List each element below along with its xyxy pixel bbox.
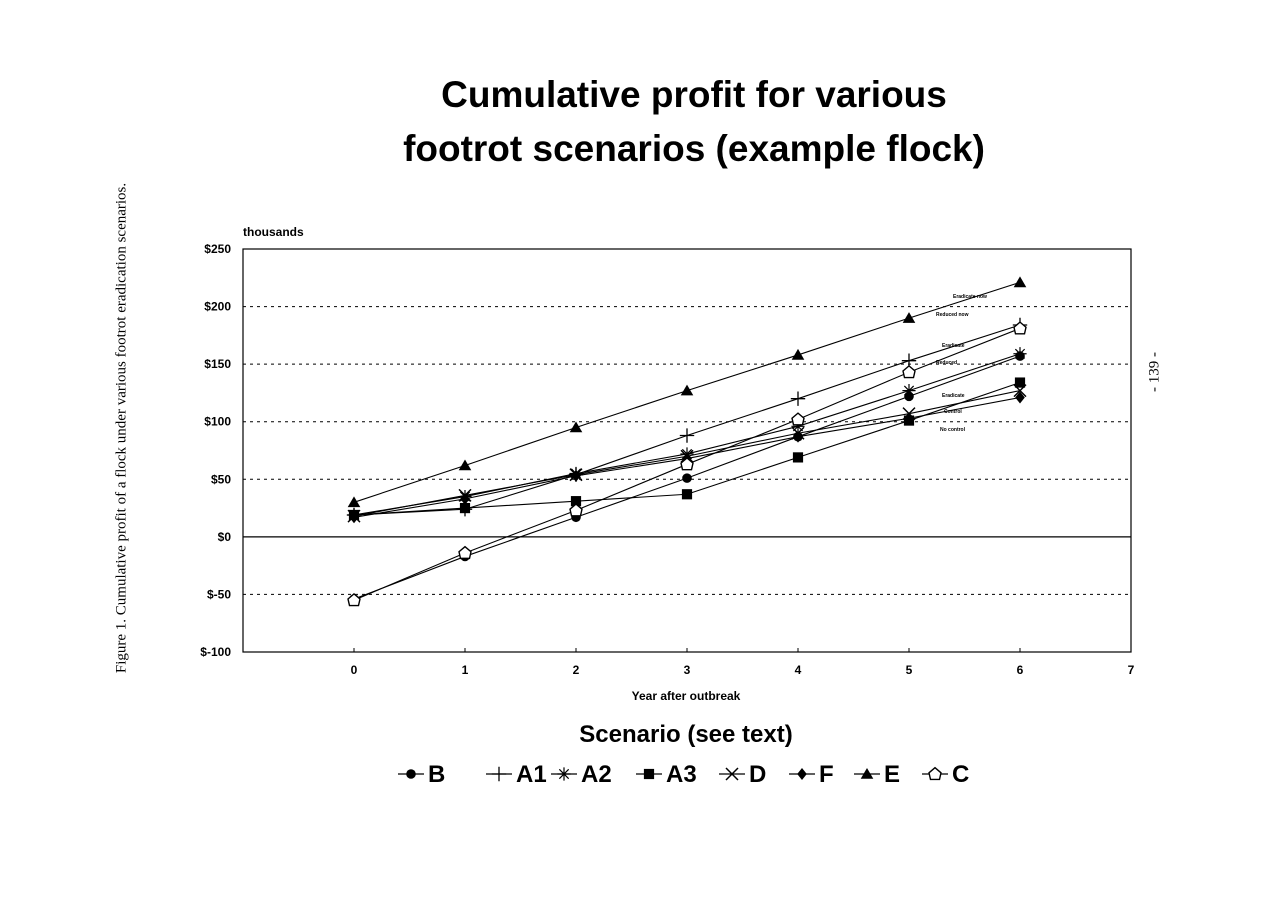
point-E-1 <box>458 459 472 471</box>
x-axis-label: Year after outbreak <box>632 689 741 703</box>
point-E-0 <box>347 496 361 508</box>
annotation-1: Eradicate now <box>953 294 987 300</box>
legend-label-A3: A3 <box>666 761 697 788</box>
legend-marker-A1 <box>491 766 507 782</box>
point-D-6 <box>1013 384 1027 398</box>
x-tick-label-0: 0 <box>351 663 358 677</box>
point-F-2 <box>571 469 581 482</box>
y-tick-label-4: $50 <box>211 472 231 486</box>
legend-label-A1: A1 <box>516 761 547 788</box>
point-F-6 <box>1015 391 1025 404</box>
point-C-2 <box>569 503 583 517</box>
point-A3-1 <box>459 502 471 514</box>
legend-label-B: B <box>428 761 445 788</box>
legend-marker-C <box>928 766 942 781</box>
point-A2-6 <box>1013 347 1027 361</box>
legend-label-C: C <box>952 761 969 788</box>
series-line-A1 <box>353 324 1021 516</box>
point-A3-2 <box>570 496 582 507</box>
point-F-1 <box>460 492 470 505</box>
series-C <box>347 321 1027 607</box>
legend-item-A1: A1 <box>486 761 547 788</box>
annotation-2: Reduced now <box>936 312 969 318</box>
legend-label-F: F <box>819 761 834 788</box>
y-tick-label-6: $-50 <box>207 587 231 601</box>
point-A2-4 <box>791 419 805 433</box>
point-C-1 <box>458 545 472 560</box>
x-tick-label-7: 7 <box>1128 663 1135 677</box>
point-E-3 <box>680 384 694 396</box>
point-E-6 <box>1013 276 1027 288</box>
point-E-5 <box>902 312 916 323</box>
chart-title-line-1: Cumulative profit for various <box>441 74 947 115</box>
legend-item-A3: A3 <box>636 761 697 788</box>
annotation-5: Eradicate <box>942 393 965 399</box>
point-A2-5 <box>902 384 916 398</box>
x-tick-label-5: 5 <box>906 663 913 677</box>
point-E-2 <box>569 421 583 433</box>
point-F-0 <box>349 511 359 524</box>
y-tick-label-3: $100 <box>204 415 231 429</box>
point-C-5 <box>902 364 916 379</box>
point-A1-4 <box>790 391 806 406</box>
annotation-3: Eradicate <box>942 343 965 349</box>
x-tick-label-1: 1 <box>462 663 469 677</box>
legend-item-A2: A2 <box>551 761 612 788</box>
legend-item-F: F <box>789 761 834 788</box>
series-E <box>347 276 1027 508</box>
point-C-0 <box>347 592 361 607</box>
legend-marker-B <box>406 769 416 779</box>
point-A3-3 <box>681 489 693 500</box>
y-tick-labels: $250 $200 $150 $100 $50 $0 $-50 $-100 <box>200 242 231 659</box>
legend-label-A2: A2 <box>581 761 612 788</box>
point-A3-6 <box>1014 377 1026 388</box>
x-tick-label-2: 2 <box>573 663 580 677</box>
x-tick-label-6: 6 <box>1017 663 1024 677</box>
point-C-4 <box>791 412 805 426</box>
y-axis-label: thousands <box>243 225 304 239</box>
legend-label-E: E <box>884 761 900 788</box>
point-C-3 <box>680 457 694 471</box>
x-tick-label-3: 3 <box>684 663 691 677</box>
legend-marker-D <box>725 767 739 781</box>
legend-item-E: E <box>854 761 900 788</box>
x-tick-labels: 0 1 2 3 4 5 6 7 <box>351 648 1135 677</box>
annotation-7: No control <box>940 427 966 433</box>
legend-marker-E <box>860 768 874 779</box>
y-tick-label-0: $250 <box>204 242 231 256</box>
point-E-4 <box>791 348 805 360</box>
y-tick-label-5: $0 <box>218 530 232 544</box>
point-F-5 <box>904 412 914 425</box>
legend-title: Scenario (see text) <box>579 721 792 748</box>
legend-item-D: D <box>719 761 766 788</box>
legend-marker-F <box>797 768 807 780</box>
x-tick-label-4: 4 <box>795 663 802 677</box>
legend: B A1 A2 A3 D F E C <box>398 761 969 788</box>
point-A3-4 <box>792 452 804 463</box>
annotation-6: Control <box>944 409 962 415</box>
legend-label-D: D <box>749 761 766 788</box>
series-annotations: Eradicate now Reduced now Eradicate Redu… <box>936 294 987 433</box>
legend-marker-A2 <box>557 767 571 781</box>
point-F-4 <box>793 430 803 443</box>
y-tick-label-2: $150 <box>204 357 231 371</box>
legend-item-C: C <box>922 761 969 788</box>
legend-item-B: B <box>398 761 445 788</box>
plot-area <box>242 248 1132 653</box>
y-tick-label-7: $-100 <box>200 645 231 659</box>
annotation-4: Reduced <box>936 360 957 366</box>
legend-marker-A3 <box>643 768 655 780</box>
y-tick-label-1: $200 <box>204 300 231 314</box>
point-B-3 <box>682 473 692 483</box>
point-C-6 <box>1013 321 1027 335</box>
point-A1-3 <box>679 428 695 443</box>
chart-title-line-2: footrot scenarios (example flock) <box>403 128 985 169</box>
